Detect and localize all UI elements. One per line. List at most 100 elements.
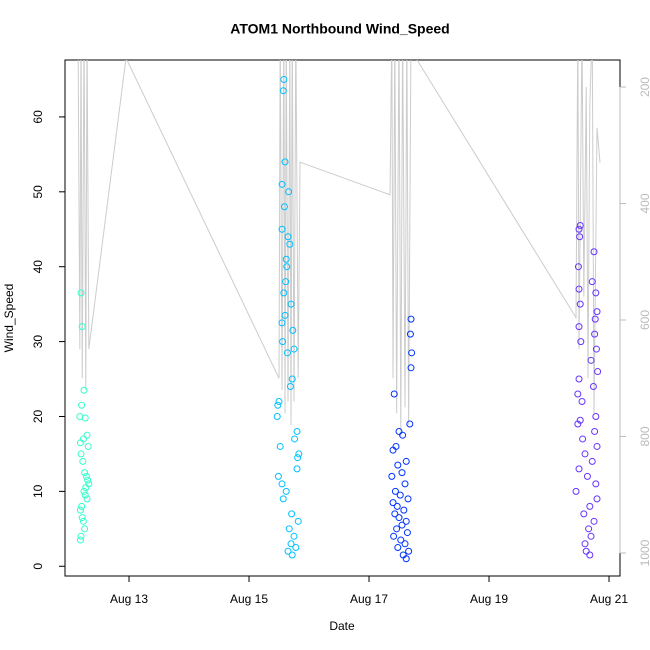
point [80,487,88,495]
point [574,263,582,271]
point [282,255,290,263]
point [591,330,599,338]
y2-tick-label: 800 [638,426,650,446]
point [82,472,90,480]
point [78,401,86,409]
point [394,544,402,552]
point [398,469,406,477]
point [282,278,290,286]
point [279,495,287,503]
y2-tick-label: 400 [638,193,650,213]
line-series [77,60,601,437]
point [83,495,91,503]
point [574,420,582,428]
point [402,555,410,563]
point [388,472,396,480]
point [289,326,297,334]
y2-tick-label: 200 [638,77,650,97]
point [294,517,302,525]
y2-tick-label: 1000 [638,539,650,566]
point [594,368,602,376]
point [78,514,86,522]
plot-frame [64,59,621,577]
point [283,349,291,357]
point [576,416,584,424]
point [282,487,290,495]
point [78,502,86,510]
point [407,315,415,323]
point [77,532,85,540]
point [288,375,296,383]
chart-title: ATOM1 Northbound Wind_Speed [230,21,449,37]
point [591,427,599,435]
point [593,308,601,316]
point [278,225,286,233]
point [390,532,398,540]
point [286,383,294,391]
point [391,510,399,518]
point [580,510,588,518]
point [391,487,399,495]
y-tick-label: 50 [31,185,45,199]
point [287,540,295,548]
point [278,180,286,188]
x-tick-label: Aug 13 [110,592,148,606]
point [398,521,406,529]
point [77,450,85,458]
point [592,289,600,297]
point [396,491,404,499]
point [276,442,284,450]
point [399,431,407,439]
point [585,525,593,533]
point [397,536,405,544]
point [83,431,91,439]
point [284,547,292,555]
y-tick-label: 10 [31,484,45,498]
point [572,487,580,495]
point [589,383,597,391]
point [79,517,87,525]
point [78,323,86,331]
point [278,319,286,327]
point [576,300,584,308]
point [281,311,289,319]
point [281,158,289,166]
point [292,544,300,552]
point [293,465,301,473]
point [593,495,601,503]
point [592,480,600,488]
point [287,300,295,308]
point [286,240,294,248]
point [279,338,287,346]
y2-tick-label: 600 [638,310,650,330]
point [588,278,596,286]
y-tick-label: 20 [31,409,45,423]
point [408,349,416,357]
point [288,510,296,518]
point [82,484,90,492]
point [404,495,412,503]
x-axis-label: Date [329,619,355,633]
point [406,420,414,428]
point [577,338,585,346]
point [76,536,84,544]
point [590,517,598,525]
point [587,532,595,540]
point [393,525,401,533]
point [80,386,88,394]
point [274,401,282,409]
point [407,364,415,372]
point [578,398,586,406]
point [575,323,583,331]
point [293,427,301,435]
point [273,412,281,420]
point [583,472,591,480]
point [575,375,583,383]
point [405,547,413,555]
point [285,188,293,196]
point [79,457,87,465]
point [400,506,408,514]
point [588,457,596,465]
point [295,450,303,458]
point [590,248,598,256]
